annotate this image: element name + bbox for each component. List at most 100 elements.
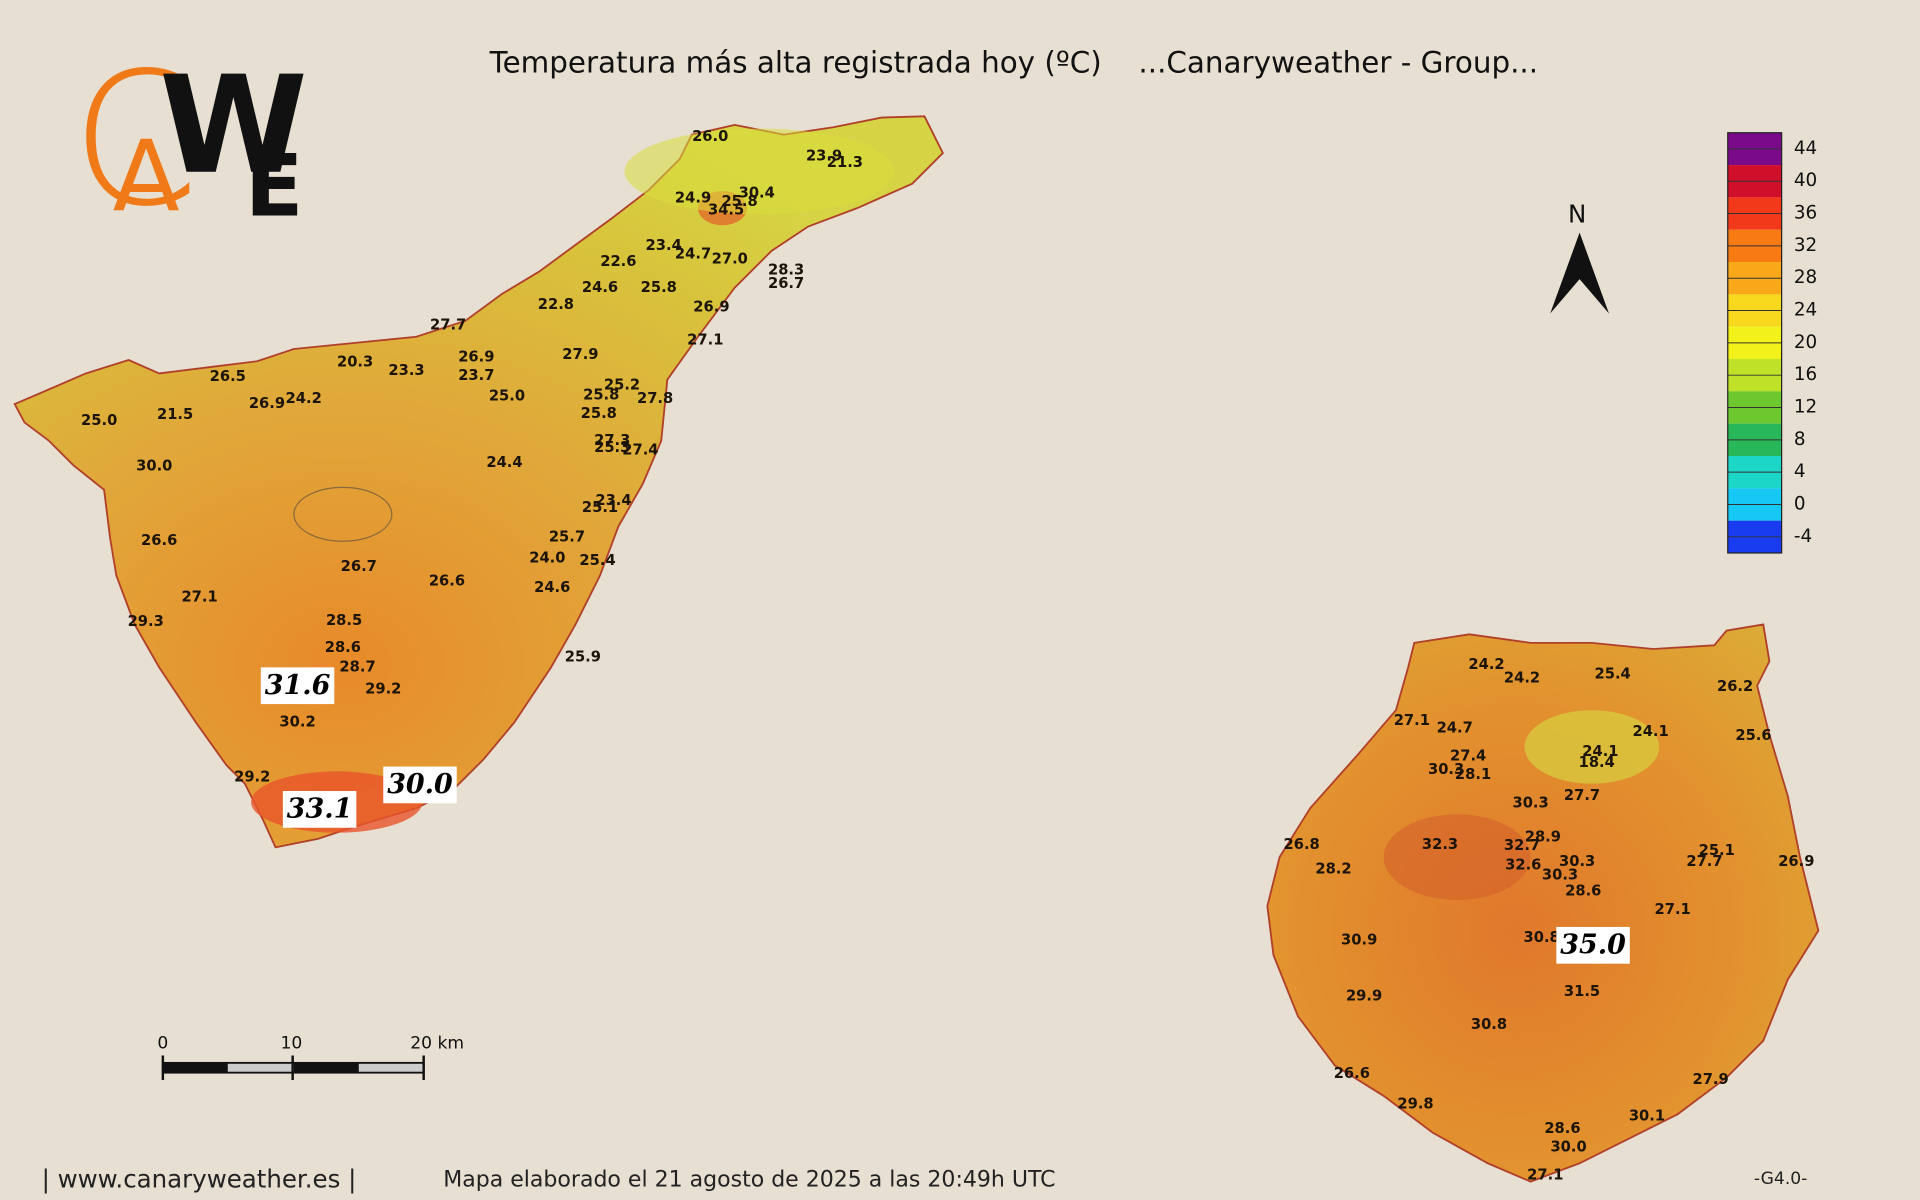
logo: C A W E: [71, 34, 308, 247]
north-label: N: [1568, 200, 1586, 229]
temp-label: 24.6: [582, 279, 618, 296]
temp-label: 25.9: [565, 649, 601, 666]
temp-label: 28.9: [1525, 829, 1561, 846]
temp-label: 27.0: [712, 251, 748, 268]
temp-label: 25.8: [721, 193, 757, 210]
highlight-box: [383, 766, 457, 804]
temp-label: 26.6: [141, 532, 177, 549]
logo-letter: E: [245, 137, 304, 237]
temp-label: 27.1: [1394, 712, 1430, 729]
legend-tick-label: -4: [1794, 526, 1812, 547]
group-name: ...Canaryweather - Group...: [1138, 45, 1538, 79]
temp-label: 29.2: [365, 680, 401, 697]
temp-label: 27.1: [181, 589, 217, 606]
temp-label: 23.7: [458, 367, 494, 384]
temp-label: 27.9: [1692, 1071, 1728, 1088]
temp-label: 23.9: [806, 148, 842, 165]
logo-letter: A: [113, 121, 180, 235]
temp-label: 26.0: [692, 128, 728, 145]
highlight-box: [1556, 926, 1630, 964]
legend-tick-label: 24: [1794, 300, 1817, 321]
temp-label: 30.0: [1550, 1138, 1586, 1155]
temp-label: 25.4: [579, 552, 615, 569]
temp-label: 28.6: [325, 639, 361, 656]
scale-label: 0: [157, 1033, 168, 1053]
gran-canaria-island: [1266, 623, 1820, 1183]
temp-label: 30.0: [136, 458, 172, 475]
temp-label: 24.7: [675, 246, 711, 263]
temp-label: 30.8: [1471, 1016, 1507, 1033]
scale-label: 10: [281, 1033, 303, 1053]
temp-label: 24.1: [1582, 743, 1618, 760]
temp-label: 20.3: [337, 353, 373, 370]
temp-label: 34.5: [708, 202, 744, 219]
highlight-box: [282, 791, 357, 828]
temp-label: 26.7: [341, 558, 377, 575]
temp-label: 28.5: [326, 612, 362, 629]
temp-label: 25.8: [581, 405, 617, 422]
temp-label: 24.6: [534, 579, 570, 596]
north-arrow: N: [1550, 200, 1609, 314]
legend-tick-label: 36: [1794, 203, 1817, 224]
temp-label: 32.6: [1505, 857, 1541, 874]
legend-tick-label: 4: [1794, 461, 1806, 482]
temp-label: 24.2: [1504, 669, 1540, 686]
temp-label: 23.3: [388, 362, 424, 379]
legend-frame: [1727, 132, 1783, 554]
temp-label: 24.0: [529, 549, 565, 566]
temp-label: 30.2: [279, 713, 315, 730]
highlight-label: 31.6: [265, 670, 331, 701]
temp-label: 18.4: [1579, 754, 1615, 771]
temp-label: 24.1: [1632, 723, 1668, 740]
temp-label: 21.3: [827, 154, 863, 171]
legend-tick-label: 20: [1794, 332, 1817, 353]
temp-label: 26.5: [210, 368, 246, 385]
temp-label: 28.7: [339, 658, 375, 675]
footer-site: | www.canaryweather.es |: [42, 1164, 357, 1193]
teide-contour: [293, 486, 393, 542]
logo-letter: C: [71, 34, 199, 247]
temp-label: 32.3: [1422, 836, 1458, 853]
temp-label: 25.0: [81, 412, 117, 429]
temp-label: 28.6: [1565, 882, 1601, 899]
temp-label: 26.7: [768, 275, 804, 292]
temp-label: 30.4: [739, 184, 775, 201]
temp-label: 27.3: [594, 432, 630, 449]
legend-tick-label: 40: [1794, 170, 1817, 191]
temp-label: 26.6: [429, 573, 465, 590]
north-arrow-shape: [1550, 232, 1609, 314]
highlight-label: 33.1: [287, 794, 353, 825]
temp-label: 30.8: [1524, 929, 1560, 946]
temp-label: 31.5: [1564, 983, 1600, 1000]
temp-label: 27.7: [1686, 853, 1722, 870]
cool-area: [1524, 710, 1660, 784]
temp-label: 25.8: [641, 279, 677, 296]
temp-label: 24.2: [1468, 656, 1504, 673]
temp-label: 30.9: [1341, 931, 1377, 948]
scale-bar-segment: [162, 1062, 228, 1073]
highlight-box: [260, 667, 335, 705]
temp-label: 27.1: [1527, 1167, 1563, 1184]
temp-label: 25.8: [583, 387, 619, 404]
temp-label: 26.9: [249, 395, 285, 412]
temp-label: 23.4: [595, 492, 631, 509]
temp-label: 32.7: [1504, 837, 1540, 854]
temp-label: 30.3: [1428, 761, 1464, 778]
temp-label: 27.8: [637, 390, 673, 407]
highlight-label: 30.0: [387, 769, 453, 800]
temp-label: 22.8: [538, 296, 574, 313]
temp-label: 26.8: [1284, 836, 1320, 853]
temp-label: 21.5: [157, 406, 193, 423]
temp-label: 26.9: [458, 349, 494, 366]
temp-label: 24.2: [286, 390, 322, 407]
temp-label: 29.2: [234, 769, 270, 786]
temp-label: 26.9: [693, 298, 729, 315]
legend-tick-label: 0: [1794, 493, 1806, 514]
temp-label: 25.1: [582, 499, 618, 516]
temp-label: 23.4: [646, 237, 682, 254]
footer-version: -G4.0-: [1754, 1169, 1808, 1189]
legend-tick-label: 8: [1794, 429, 1806, 450]
tenerife-island: [13, 115, 944, 849]
